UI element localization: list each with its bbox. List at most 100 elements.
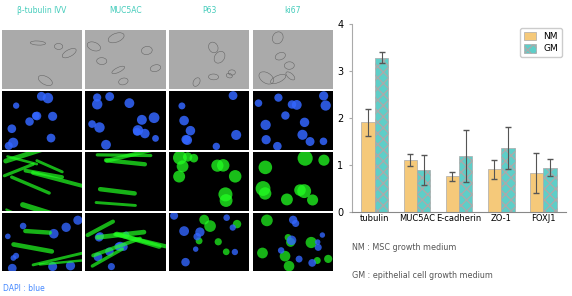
Point: [140, 131, 149, 136]
Point: [125, 101, 134, 105]
Point: [307, 240, 316, 245]
Point: [93, 102, 102, 107]
Point: [11, 103, 21, 108]
Point: [231, 250, 240, 254]
Point: [205, 224, 214, 229]
Point: [189, 156, 198, 160]
Point: [121, 232, 130, 237]
Text: P63: P63: [202, 6, 216, 15]
Text: GM : epithelial cell growth medium: GM : epithelial cell growth medium: [352, 271, 492, 280]
Point: [114, 244, 123, 249]
Point: [263, 218, 272, 223]
Point: [313, 258, 322, 263]
Point: [319, 158, 328, 163]
Point: [259, 186, 268, 191]
Point: [178, 164, 187, 169]
Point: [274, 95, 283, 100]
Point: [283, 197, 292, 202]
Point: [182, 138, 192, 142]
Bar: [446, 176, 459, 212]
Bar: [362, 122, 375, 212]
Point: [305, 139, 315, 144]
Point: [180, 229, 189, 234]
Point: [222, 215, 231, 220]
Point: [258, 251, 267, 255]
Point: [308, 198, 317, 202]
Point: [295, 188, 304, 192]
Point: [46, 136, 55, 140]
Point: [48, 264, 57, 269]
Point: [107, 264, 116, 269]
Point: [88, 122, 97, 126]
Point: [313, 240, 322, 244]
Bar: [375, 57, 388, 212]
Point: [101, 142, 110, 147]
Point: [261, 123, 270, 127]
Point: [200, 217, 209, 222]
Point: [288, 218, 297, 222]
Point: [4, 144, 13, 148]
Point: [261, 137, 271, 142]
Point: [95, 125, 104, 130]
Point: [116, 244, 125, 249]
Point: [292, 102, 301, 107]
Bar: [530, 173, 543, 212]
Point: [186, 128, 195, 133]
Point: [300, 156, 309, 160]
Point: [313, 245, 323, 250]
Bar: [543, 168, 557, 212]
Point: [231, 174, 240, 179]
Point: [7, 126, 17, 131]
Point: [308, 260, 317, 265]
Point: [232, 222, 241, 226]
Point: [196, 230, 205, 234]
Text: MUC5AC: MUC5AC: [109, 6, 142, 15]
Point: [228, 93, 237, 98]
Point: [284, 264, 293, 268]
Point: [62, 225, 71, 230]
Point: [286, 240, 295, 245]
Point: [31, 113, 40, 118]
Point: [319, 139, 328, 144]
Point: [222, 250, 231, 254]
Point: [281, 113, 290, 118]
Point: [137, 118, 146, 122]
Point: [287, 102, 296, 107]
Point: [321, 103, 330, 108]
Legend: NM, GM: NM, GM: [520, 28, 562, 57]
Bar: [487, 169, 501, 212]
Point: [25, 119, 34, 124]
Point: [280, 254, 289, 258]
Point: [174, 174, 184, 179]
Point: [9, 256, 18, 260]
Text: DAPI : blue: DAPI : blue: [3, 284, 45, 293]
Point: [273, 144, 282, 149]
Point: [37, 94, 46, 99]
Point: [319, 94, 328, 98]
Point: [105, 94, 114, 99]
Point: [94, 235, 104, 240]
Point: [132, 129, 141, 134]
Point: [291, 221, 300, 226]
Point: [169, 213, 178, 218]
Point: [48, 114, 57, 119]
Point: [191, 247, 200, 252]
Point: [295, 257, 304, 261]
Point: [261, 165, 270, 170]
Point: [93, 95, 102, 100]
Point: [73, 218, 82, 223]
Bar: [459, 156, 472, 212]
Point: [93, 255, 102, 259]
Point: [49, 231, 58, 236]
Text: ki67: ki67: [284, 6, 301, 15]
Point: [181, 137, 190, 142]
Point: [212, 144, 221, 149]
Point: [11, 253, 21, 258]
Point: [228, 225, 237, 230]
Point: [232, 133, 241, 137]
Point: [219, 163, 228, 168]
Point: [96, 234, 105, 239]
Text: NM : MSC growth medium: NM : MSC growth medium: [352, 243, 456, 252]
Point: [213, 163, 222, 168]
Bar: [417, 170, 430, 212]
